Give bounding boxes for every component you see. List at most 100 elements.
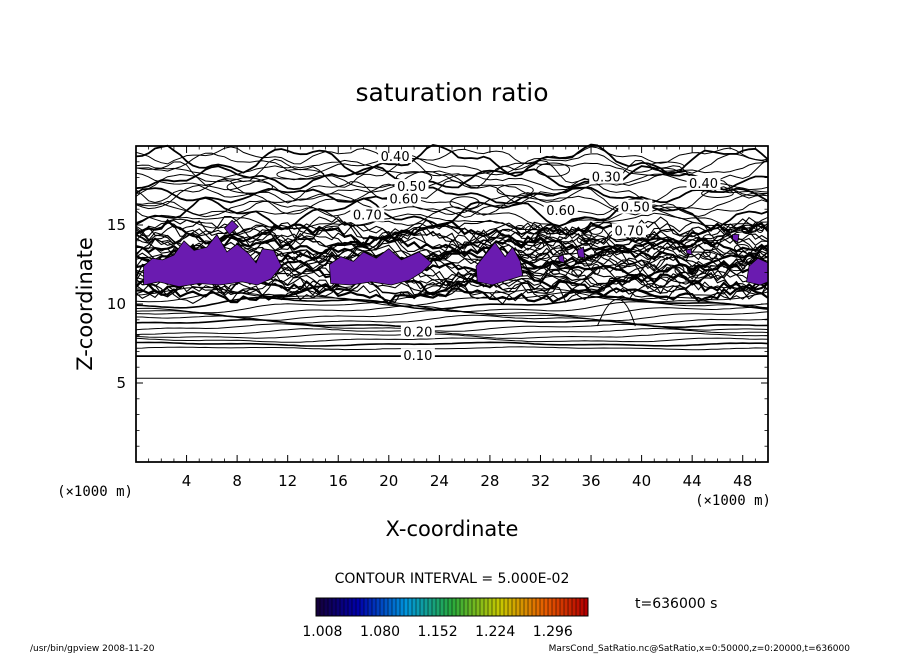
colorbar-cell [324, 598, 329, 616]
colorbar-cell [520, 598, 525, 616]
contour-line [135, 146, 769, 165]
chart-title: saturation ratio [355, 78, 548, 107]
contour-loop [594, 248, 611, 257]
footer-left: /usr/bin/gpview 2008-11-20 [30, 644, 155, 654]
colorbar-cell [496, 598, 501, 616]
contour-loop [734, 243, 750, 253]
contour-loop [276, 169, 325, 180]
colorbar-cell [452, 598, 457, 616]
contour-loop [674, 265, 685, 275]
colorbar-cell [580, 598, 585, 616]
contour-loop [581, 229, 592, 240]
contour-loop [543, 261, 551, 271]
contour-loop [756, 222, 765, 234]
colorbar-cell [548, 598, 553, 616]
contour-loop [535, 252, 550, 260]
contour-line [135, 337, 769, 343]
x-tick-label: 4 [182, 472, 192, 490]
colorbar-cell [444, 598, 449, 616]
colorbar-cell [380, 598, 385, 616]
y-tick-label: 10 [107, 295, 126, 313]
colorbar-cell [492, 598, 497, 616]
contour-loop [687, 265, 699, 275]
colorbar-cell [392, 598, 397, 616]
colorbar-tick-label: 1.296 [533, 624, 573, 640]
contour-label: 0.20 [403, 325, 432, 340]
colorbar-cell [332, 598, 337, 616]
contour-label-bg [589, 169, 624, 184]
contour-label: 0.60 [389, 193, 418, 208]
contour-label: 0.70 [353, 209, 382, 224]
colorbar-cell [560, 598, 565, 616]
colorbar-cell [428, 598, 433, 616]
colorbar-cell [464, 598, 469, 616]
colorbar-cell [420, 598, 425, 616]
colorbar-cell [436, 598, 441, 616]
colorbar-tick-label: 1.152 [418, 624, 458, 640]
contour-lines [135, 143, 769, 379]
contour-loop [551, 269, 560, 275]
plot-area: 0.400.500.600.700.30 0.400.60 0.500.700.20… [135, 143, 769, 463]
colorbar-cell [340, 598, 345, 616]
supersaturation-region-1 [143, 233, 282, 288]
colorbar-tick-label: 1.224 [475, 624, 515, 640]
colorbar-cell [348, 598, 353, 616]
contour-line [135, 332, 769, 339]
contour-loop [649, 161, 685, 172]
x-tick-label: 12 [278, 472, 297, 490]
contour-loop [542, 224, 560, 235]
contour-label-bg [543, 202, 578, 217]
colorbar-ticks: 1.008 1.080 1.152 1.224 1.296 [302, 624, 573, 640]
x-tick-label: 20 [379, 472, 398, 490]
contour-line [135, 232, 769, 256]
colorbar-cell [368, 598, 373, 616]
supersaturation-region-5 [557, 254, 566, 264]
x-tick-label: 32 [531, 472, 550, 490]
contour-label: 0.50 [397, 180, 426, 195]
colorbar-cell [400, 598, 405, 616]
y-axis: 5 10 15 [107, 161, 768, 447]
colorbar-cell [416, 598, 421, 616]
colorbar-cell [476, 598, 481, 616]
colorbar-cell [556, 598, 561, 616]
contour-loop [723, 228, 733, 235]
colorbar-cell [516, 598, 521, 616]
x-axis: 4 8 12 16 20 24 28 32 36 40 44 48 [148, 146, 756, 490]
contour-label-bg [400, 348, 435, 363]
contour-line [136, 341, 769, 347]
contour-line [135, 271, 769, 297]
colorbar-cell [384, 598, 389, 616]
contour-loop [561, 242, 574, 251]
contour-line [135, 196, 769, 230]
colorbar-cell [456, 598, 461, 616]
colorbar-cell [552, 598, 557, 616]
colorbar-cell [356, 598, 361, 616]
contour-line [135, 272, 769, 302]
contour-line [135, 220, 769, 239]
colorbar: 1.008 1.080 1.152 1.224 1.296 [302, 597, 589, 640]
y-axis-label: Z-coordinate [73, 237, 97, 371]
colorbar-cell [568, 598, 573, 616]
contour-line [135, 159, 769, 179]
colorbar-cell [480, 598, 485, 616]
contour-line [136, 152, 769, 178]
contour-label: 0.40 [689, 177, 718, 192]
time-label: t=636000 s [635, 596, 717, 612]
x-tick-label: 28 [480, 472, 499, 490]
contour-loop [538, 229, 551, 240]
colorbar-cell [404, 598, 409, 616]
contour-line [135, 192, 768, 218]
contour-line [135, 204, 769, 230]
contour-loop [618, 262, 628, 269]
colorbar-cell [488, 598, 493, 616]
colorbar-cell [468, 598, 473, 616]
colorbar-cell [472, 598, 477, 616]
contour-line [135, 327, 769, 336]
contour-line [135, 215, 769, 239]
contour-label: 0.10 [403, 349, 432, 364]
contour-loop [741, 227, 753, 235]
contour-loop [536, 162, 571, 177]
colorbar-frame [315, 597, 589, 617]
colorbar-cell [328, 598, 333, 616]
